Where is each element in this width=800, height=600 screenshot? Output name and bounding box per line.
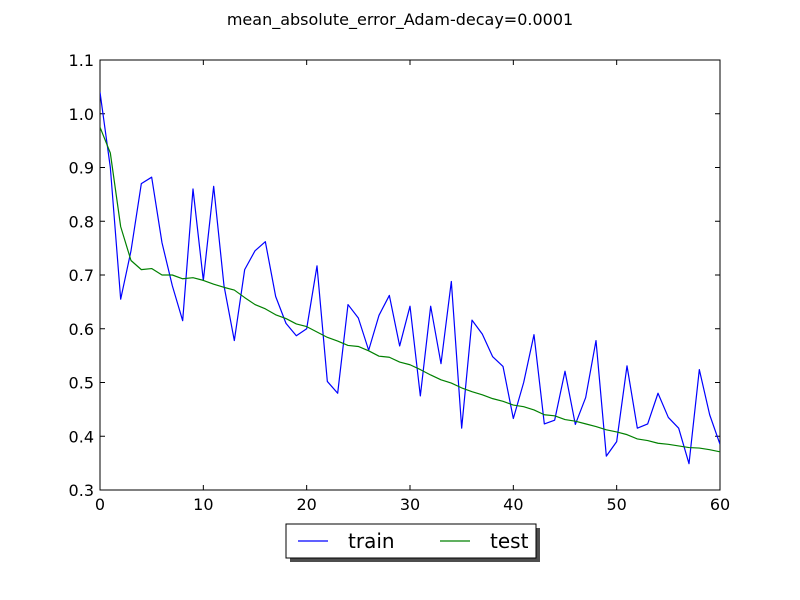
chart-title: mean_absolute_error_Adam-decay=0.0001: [227, 10, 573, 30]
plot-area: [99, 59, 721, 491]
y-tick-label: 0.6: [69, 320, 94, 339]
x-tick-label: 40: [503, 495, 523, 514]
x-tick-label: 10: [193, 495, 213, 514]
axis-ticks: 0 10 20 30 40 50 60 0.3 0.4 0.5 0.6 0.7 0.8 0.9 1.0 1.1: [69, 51, 731, 514]
y-tick-label: 0.5: [69, 374, 94, 393]
y-tick-label: 0.8: [69, 212, 94, 231]
x-tick-label: 60: [710, 495, 730, 514]
legend-test-label: test: [490, 529, 529, 553]
series-line-test: [100, 126, 720, 453]
series-lines: [100, 92, 720, 465]
y-tick-label: 0.3: [69, 481, 94, 500]
y-tick-label: 1.1: [69, 51, 94, 70]
legend: train test: [285, 523, 540, 562]
x-tick-label: 20: [296, 495, 316, 514]
y-tick-label: 0.7: [69, 266, 94, 285]
x-tick-label: 0: [95, 495, 105, 514]
y-tick-label: 0.9: [69, 159, 94, 178]
legend-train-label: train: [348, 529, 395, 553]
y-tick-label: 0.4: [69, 427, 94, 446]
x-tick-label: 50: [606, 495, 626, 514]
x-tick-label: 30: [400, 495, 420, 514]
y-tick-label: 1.0: [69, 105, 94, 124]
